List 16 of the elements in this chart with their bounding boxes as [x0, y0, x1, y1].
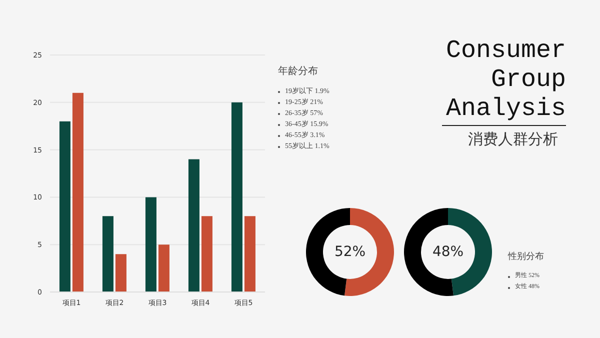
bar — [188, 159, 200, 292]
text: 消费人群分析 — [467, 130, 559, 149]
bar — [72, 92, 84, 292]
bar — [102, 216, 114, 292]
bar — [115, 254, 126, 292]
text: 52% — [333, 243, 367, 262]
text: 年龄分布 — [278, 64, 319, 78]
bar — [231, 102, 242, 292]
bar — [244, 216, 256, 292]
text: 48% — [431, 243, 465, 262]
bar — [145, 197, 156, 292]
text: Consumer Group Analysis — [444, 36, 566, 123]
bar — [201, 216, 212, 292]
bar — [59, 121, 70, 292]
text: 性别分布 — [508, 250, 544, 263]
bar — [158, 244, 170, 292]
